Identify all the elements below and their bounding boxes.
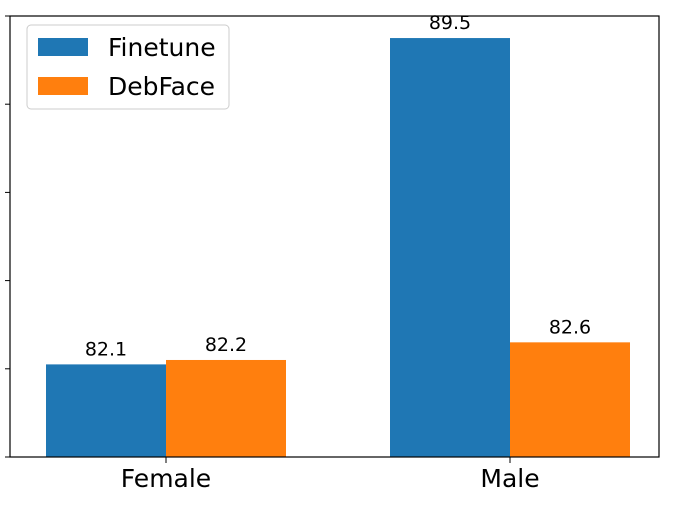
bar-finetune-female bbox=[46, 364, 166, 457]
value-labels-group: 82.1 82.2 89.5 82.6 bbox=[85, 12, 591, 360]
value-label-finetune-male: 89.5 bbox=[429, 12, 471, 34]
legend-swatch-finetune bbox=[38, 38, 88, 56]
y-axis-ticks bbox=[5, 15, 10, 458]
x-axis-ticks: Female Male bbox=[121, 457, 540, 493]
bar-debface-female bbox=[166, 359, 286, 457]
bars-group bbox=[46, 38, 630, 458]
legend-swatch-debface bbox=[38, 77, 88, 95]
x-tick-label-female: Female bbox=[121, 464, 211, 493]
legend-label-finetune: Finetune bbox=[108, 33, 216, 62]
legend-label-debface: DebFace bbox=[108, 72, 215, 101]
legend: Finetune DebFace bbox=[26, 24, 230, 110]
bar-debface-male bbox=[510, 342, 630, 457]
value-label-debface-female: 82.2 bbox=[205, 334, 247, 356]
bar-finetune-male bbox=[390, 38, 510, 458]
value-label-debface-male: 82.6 bbox=[549, 316, 591, 338]
x-tick-label-male: Male bbox=[480, 464, 539, 493]
value-label-finetune-female: 82.1 bbox=[85, 338, 127, 360]
plot-frame bbox=[9, 15, 660, 458]
